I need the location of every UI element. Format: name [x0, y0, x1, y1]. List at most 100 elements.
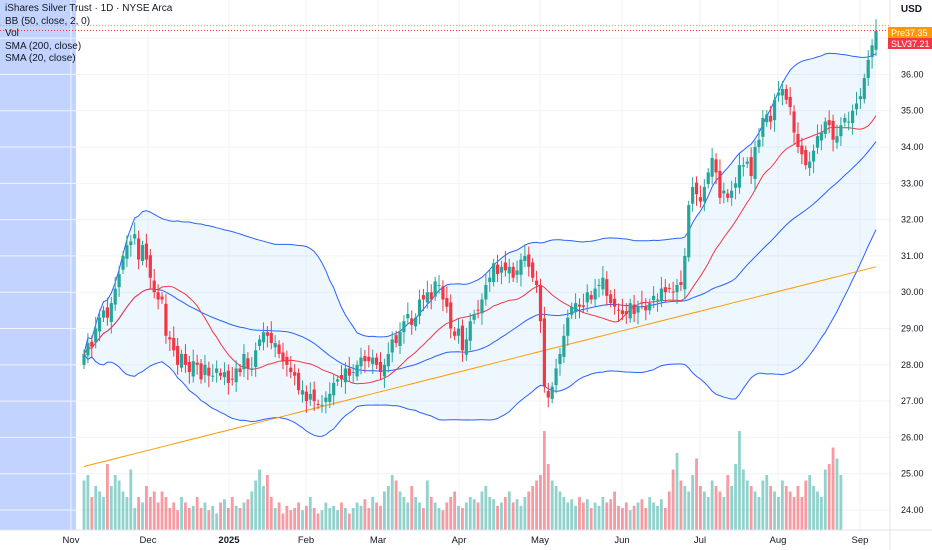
volume-bar	[581, 502, 585, 530]
candle-body	[745, 161, 749, 164]
candle-body	[433, 281, 437, 297]
candle-body	[90, 341, 94, 347]
volume-bar	[648, 497, 652, 530]
volume-bar	[199, 508, 203, 530]
candle-body	[772, 99, 777, 121]
volume-bar	[285, 505, 289, 530]
volume-bar	[792, 497, 796, 530]
volume-bar	[480, 491, 484, 530]
candle-body	[780, 88, 784, 96]
volume-bar	[562, 497, 566, 530]
volume-bar	[347, 513, 351, 530]
candle-body	[534, 280, 539, 285]
candle-body	[573, 303, 578, 312]
candle-body	[246, 358, 250, 369]
indicator-vol[interactable]: Vol	[5, 28, 19, 39]
volume-bar	[297, 502, 300, 530]
x-tick-label: May	[531, 535, 549, 546]
volume-bar	[355, 502, 359, 530]
volume-bar	[730, 486, 734, 530]
candle-body	[648, 303, 652, 311]
volume-bar	[320, 510, 324, 530]
volume-bar	[371, 497, 375, 530]
volume-bar	[250, 491, 254, 530]
candle-body	[265, 332, 269, 336]
candle-body	[847, 121, 851, 123]
candle-body	[242, 353, 246, 370]
volume-bar	[468, 497, 472, 530]
candle-body	[538, 284, 543, 322]
volume-bar	[702, 491, 706, 530]
candle-body	[726, 193, 730, 198]
indicator-bb[interactable]: BB (50, close, 2, 0)	[5, 15, 91, 27]
volume-bar	[741, 469, 745, 530]
volume-bar	[258, 469, 261, 530]
volume-bar	[585, 499, 589, 530]
candle-body	[137, 238, 141, 260]
volume-bar	[624, 502, 628, 530]
y-tick-label: 36.00	[901, 69, 924, 79]
volume-bar	[375, 502, 379, 530]
candle-body	[234, 368, 238, 383]
chart-title: iShares Silver Trust · 1D · NYSE Arca	[5, 3, 173, 14]
volume-bar	[597, 505, 601, 530]
candle-body	[199, 363, 203, 380]
volume-bar	[277, 502, 281, 530]
candle-body	[293, 372, 297, 376]
volume-bar	[180, 497, 183, 530]
candle-body	[546, 390, 550, 398]
candle-body	[815, 136, 820, 148]
volume-bar	[652, 502, 656, 530]
volume-bar	[500, 502, 503, 530]
volume-bar	[453, 491, 457, 530]
volume-bar	[187, 508, 191, 530]
volume-bar	[141, 502, 144, 530]
candle-body	[484, 284, 488, 300]
candle-body	[86, 343, 90, 356]
candle-body	[222, 372, 227, 378]
volume-bar	[605, 502, 609, 530]
volume-bar	[121, 491, 125, 530]
candle-body	[788, 96, 792, 108]
volume-bar	[429, 497, 433, 530]
volume-bar	[503, 497, 507, 530]
candle-body	[273, 343, 277, 348]
candle-body	[277, 344, 281, 354]
candle-body	[402, 321, 406, 333]
candle-body	[741, 165, 745, 167]
candle-body	[211, 375, 215, 377]
indicator-sma20[interactable]: SMA (20, close)	[5, 53, 76, 64]
volume-bar	[472, 499, 476, 530]
candle-body	[335, 379, 340, 382]
candle-body	[406, 314, 410, 319]
y-tick-label: 29.00	[901, 324, 924, 334]
candle-body	[769, 115, 773, 122]
candle-body	[109, 303, 113, 322]
candle-body	[296, 372, 301, 391]
volume-bar	[406, 502, 410, 530]
volume-bar	[168, 508, 172, 530]
volume-bar	[812, 486, 815, 530]
volume-bar	[511, 502, 515, 530]
indicator-sma200[interactable]: SMA (200, close)	[5, 40, 82, 52]
candle-body	[679, 282, 683, 285]
candle-body	[792, 111, 796, 133]
candle-body	[581, 305, 585, 307]
volume-bar	[823, 469, 827, 530]
candle-body	[304, 391, 308, 402]
volume-bar	[125, 497, 129, 530]
candle-body	[492, 263, 496, 283]
candle-body	[515, 270, 519, 275]
volume-bar	[164, 497, 168, 530]
volume-bar	[461, 508, 464, 530]
volume-bar	[488, 497, 492, 530]
y-tick-label: 27.00	[901, 396, 924, 406]
candle-body	[164, 303, 168, 336]
volume-bar	[831, 447, 835, 530]
candle-body	[414, 317, 418, 327]
volume-bar	[671, 469, 675, 530]
volume-bar	[527, 491, 531, 530]
volume-bar	[819, 497, 823, 530]
